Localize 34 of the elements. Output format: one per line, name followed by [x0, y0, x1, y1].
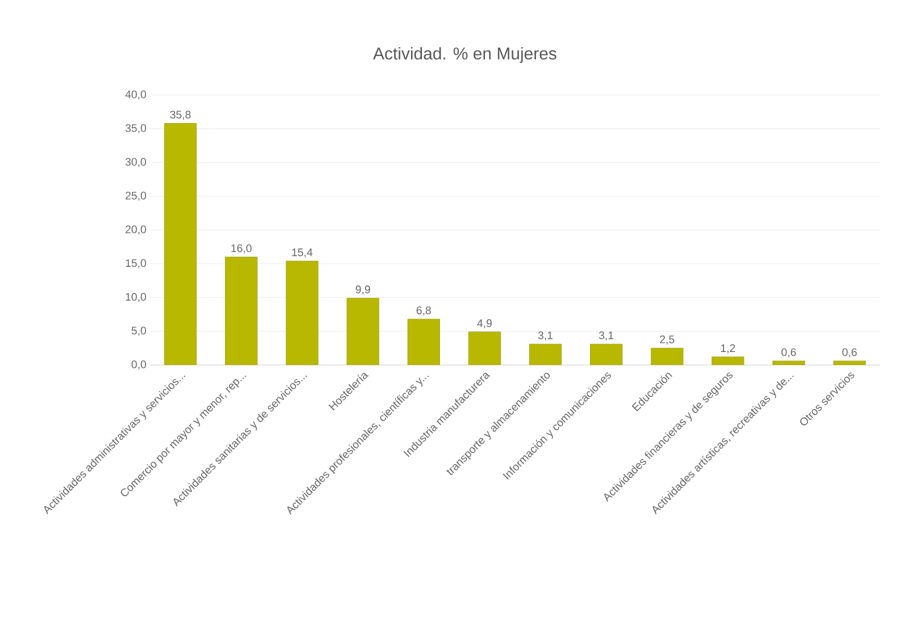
data-label: 16,0 — [231, 244, 252, 254]
data-label: 1,2 — [721, 344, 736, 354]
bar — [346, 298, 380, 365]
data-label: 3,1 — [599, 331, 614, 341]
bar — [225, 256, 258, 365]
y-tick-label: 15,0 — [126, 259, 146, 268]
data-label: 15,4 — [292, 248, 312, 258]
bar — [833, 360, 866, 365]
data-label: 35,8 — [170, 110, 191, 120]
bar — [468, 332, 501, 365]
bar — [286, 260, 318, 365]
bar — [772, 360, 805, 365]
bar — [408, 318, 440, 365]
bar — [164, 123, 197, 365]
y-tick-label: 30,0 — [125, 158, 146, 168]
chart-title: Actividad. % en Mujeres — [373, 47, 556, 63]
y-tick-label: 0,0 — [132, 360, 146, 370]
y-tick-label: 10,0 — [126, 292, 146, 302]
bar — [590, 344, 622, 365]
data-label: 9,9 — [356, 286, 370, 295]
bar — [650, 348, 684, 365]
y-tick-label: 40,0 — [125, 90, 146, 100]
bar — [529, 344, 562, 365]
y-tick-label: 35,0 — [125, 124, 146, 134]
y-tick-label: 5,0 — [132, 326, 146, 336]
data-label: 0,6 — [782, 348, 796, 358]
y-tick-label: 25,0 — [126, 192, 146, 201]
data-label: 3,1 — [538, 331, 553, 341]
data-label: 4,9 — [477, 319, 492, 328]
data-label: 6,8 — [416, 306, 431, 316]
data-label: 0,6 — [842, 348, 857, 358]
bar — [712, 356, 744, 365]
data-label: 2,5 — [660, 336, 674, 345]
y-tick-label: 20,0 — [126, 225, 146, 235]
